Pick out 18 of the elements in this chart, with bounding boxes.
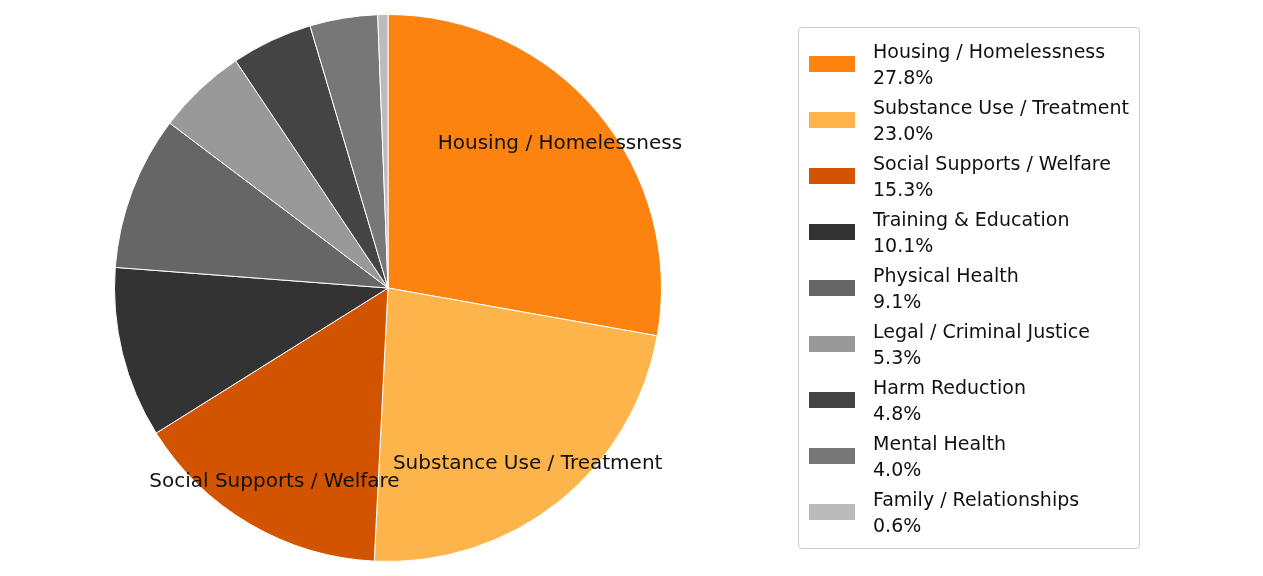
legend-label: Training & Education (873, 207, 1070, 232)
legend-label: Substance Use / Treatment (873, 95, 1130, 120)
data-label: 27.8% (873, 65, 935, 90)
data-label: 23.0% (873, 121, 935, 146)
data-label: 5.3% (873, 345, 923, 370)
data-label: 0.6% (873, 513, 923, 538)
legend-label: Family / Relationships (873, 487, 1080, 512)
legend-label: Physical Health (873, 263, 1019, 288)
data-label: 9.1% (873, 289, 923, 314)
data-label: 4.8% (873, 401, 923, 426)
data-label: 4.0% (873, 457, 923, 482)
data-label: 15.3% (873, 177, 935, 202)
legend-label: Legal / Criminal Justice (873, 319, 1090, 344)
legend-label: Housing / Homelessness (873, 39, 1106, 64)
legend-label: Social Supports / Welfare (873, 151, 1111, 176)
data-label: 10.1% (873, 233, 935, 258)
legend-label: Harm Reduction (873, 375, 1026, 400)
legend-label: Mental Health (873, 431, 1006, 456)
